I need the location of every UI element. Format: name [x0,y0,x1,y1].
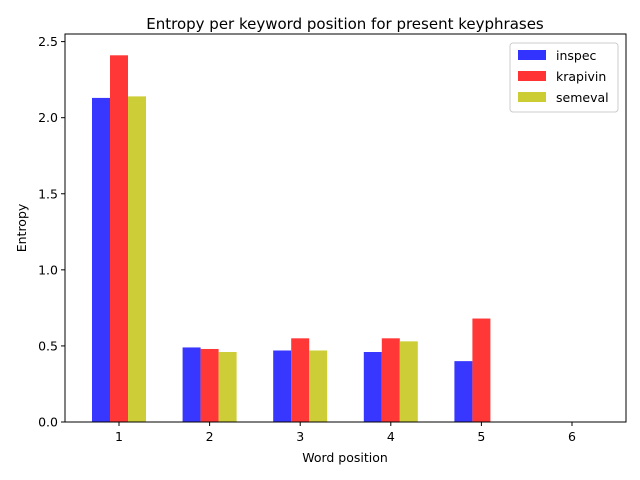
chart-title: Entropy per keyword position for present… [146,15,544,33]
y-tick-label: 0.5 [38,338,58,353]
legend-swatch-inspec [518,50,546,60]
legend-label-inspec: inspec [556,48,597,63]
bar-krapivin-1 [110,55,128,422]
bar-inspec-3 [273,350,292,422]
x-tick-label: 3 [296,429,304,444]
bar-inspec-4 [363,352,382,422]
x-tick-label: 2 [206,429,214,444]
x-axis-ticks: 1 2 3 4 5 6 [115,422,576,444]
bar-inspec-5 [454,361,473,422]
bar-semeval-2 [218,352,237,422]
x-tick-label: 1 [115,429,123,444]
y-axis-label: Entropy [14,203,29,252]
y-tick-label: 1.5 [38,186,58,201]
x-tick-label: 4 [387,429,395,444]
x-axis-label: Word position [302,450,388,465]
x-tick-label: 6 [568,429,576,444]
y-tick-label: 0.0 [38,415,58,430]
plot-frame [64,33,627,423]
y-tick-label: 2.5 [38,34,58,49]
bar-inspec-1 [92,97,110,422]
bar-inspec-2 [182,347,201,422]
bar-semeval-3 [309,350,328,422]
bar-semeval-1 [128,96,146,423]
y-axis-ticks: 0.0 0.5 1.0 1.5 2.0 2.5 [38,34,65,430]
bar-krapivin-4 [381,338,400,422]
y-tick-label: 1.0 [38,262,58,277]
legend-label-semeval: semeval [556,90,609,105]
legend-swatch-krapivin [518,71,546,81]
y-tick-label: 2.0 [38,110,58,125]
bar-krapivin-5 [472,318,491,422]
legend-swatch-semeval [518,92,546,102]
bars-group [92,55,491,423]
bar-krapivin-3 [291,338,310,422]
bar-semeval-4 [399,341,418,422]
bar-krapivin-2 [200,348,219,422]
legend-label-krapivin: krapivin [556,69,606,84]
legend: inspec krapivin semeval [509,42,619,113]
x-tick-label: 5 [477,429,485,444]
